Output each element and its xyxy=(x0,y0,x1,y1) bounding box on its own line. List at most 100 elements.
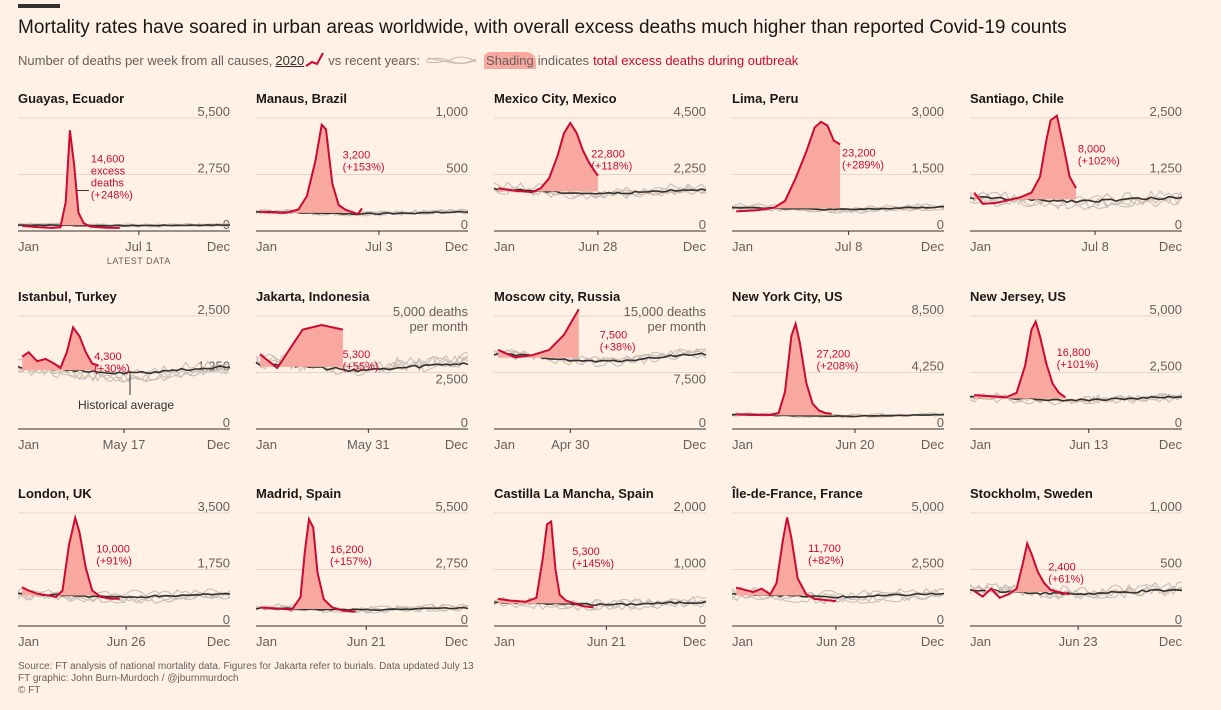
recent-year-line xyxy=(17,589,231,603)
x-tick-label: Jan xyxy=(732,437,753,452)
annotation-line: 23,200 xyxy=(842,148,876,160)
excess-annotation: 23,200 (+289%) xyxy=(842,148,884,172)
historical-average-line xyxy=(17,592,231,599)
chart-subtitle: Number of deaths per week from all cause… xyxy=(18,51,798,69)
chart-panel-8: New York City, US 8,500 4,250 0 27,200 (+208%… xyxy=(731,289,944,452)
annotation-line: excess xyxy=(91,166,126,178)
annotation-line: 7,500 xyxy=(600,330,628,342)
chart-panel-12: Castilla La Mancha, Spain 2,000 1,000 0 5,30… xyxy=(493,486,706,649)
excess-annotation: 2,400 (+61%) xyxy=(1048,561,1084,585)
excess-annotation: 11,700 (+82%) xyxy=(808,543,844,567)
x-tick-label: Dec xyxy=(445,634,469,649)
annotation-line: (+208%) xyxy=(817,360,859,372)
x-tick-label: Jul 3 xyxy=(365,239,392,254)
y-tick-label: 3,000 xyxy=(911,104,944,119)
y-tick-label: 0 xyxy=(461,415,468,430)
y-tick-label: 2,250 xyxy=(673,161,706,176)
x-tick-label: Jan xyxy=(732,634,753,649)
excess-annotation: 16,200 (+157%) xyxy=(330,544,372,568)
annotation-line: 16,200 xyxy=(330,544,364,556)
panel-title: Jakarta, Indonesia xyxy=(256,289,370,304)
annotation-line: (+145%) xyxy=(572,558,614,570)
annotation-line: (+61%) xyxy=(1048,573,1084,585)
annotation-line: (+102%) xyxy=(1078,155,1120,167)
annotation-line: (+91%) xyxy=(96,555,132,567)
x-tick-label: Jan xyxy=(18,634,39,649)
historical-average-note: Historical average xyxy=(78,398,174,412)
excess-deaths-area xyxy=(498,521,594,604)
x-tick-label: Dec xyxy=(207,437,231,452)
panel-title: Castilla La Mancha, Spain xyxy=(494,486,654,501)
chart-panel-13: Île-de-France, France 5,000 2,500 0 11,700 (+… xyxy=(731,486,944,649)
line-2020 xyxy=(260,515,356,613)
historical-average-line xyxy=(17,223,231,227)
annotation-line: 16,800 xyxy=(1057,347,1091,359)
excess-annotation: 3,200 (+153%) xyxy=(343,150,385,174)
excess-annotation: 27,200 (+208%) xyxy=(817,348,859,372)
y-tick-label: 2,500 xyxy=(435,372,468,387)
panel-title: Lima, Peru xyxy=(732,91,799,106)
x-tick-label: Jan xyxy=(494,437,515,452)
footer-graphic: FT graphic: John Burn-Murdoch / @jburnmu… xyxy=(18,673,239,684)
panel-title: Mexico City, Mexico xyxy=(494,91,617,106)
y-tick-label: 7,500 xyxy=(673,372,706,387)
x-tick-label: Jun 20 xyxy=(835,437,874,452)
chart-panel-11: Madrid, Spain 5,500 2,750 0 16,200 (+157%) Jan… xyxy=(255,486,469,649)
historical-average-line xyxy=(493,187,707,195)
excess-deaths-area xyxy=(498,123,598,192)
annotation-line: 2,400 xyxy=(1048,561,1076,573)
panel-title: Istanbul, Turkey xyxy=(18,289,117,304)
annotation-line: (+38%) xyxy=(600,342,636,354)
annotation-line: 27,200 xyxy=(817,348,851,360)
excess-deaths-area xyxy=(736,324,832,416)
panel-title: Santiago, Chile xyxy=(970,91,1064,106)
x-tick-label: Jun 26 xyxy=(107,634,146,649)
x-tick-label: Dec xyxy=(207,634,231,649)
line-2020 xyxy=(497,308,580,359)
excess-deaths-area xyxy=(736,517,836,596)
y-tick-label: 0 xyxy=(937,217,944,232)
x-tick-label: Dec xyxy=(1159,437,1183,452)
y-tick-label: 1,000 xyxy=(435,104,468,119)
panel-title: Manaus, Brazil xyxy=(256,91,347,106)
annotation-line: (+82%) xyxy=(808,555,844,567)
latest-data-label: LATEST DATA xyxy=(107,256,171,266)
x-tick-label: Jan xyxy=(256,634,277,649)
excess-annotation: 4,300 (+30%) xyxy=(94,351,130,375)
annotation-line: 3,200 xyxy=(343,150,371,162)
recent-year-line xyxy=(493,185,707,198)
panel-title: Stockholm, Sweden xyxy=(970,486,1093,501)
subtitle-excess: total excess deaths during outbreak xyxy=(593,52,799,68)
x-tick-label: Jun 21 xyxy=(347,634,386,649)
y-tick-label: 0 xyxy=(699,217,706,232)
x-tick-label: Jun 28 xyxy=(578,239,617,254)
y-tick-label: 1,500 xyxy=(911,161,944,176)
x-tick-label: Jan xyxy=(970,437,991,452)
y-tick-label: 2,500 xyxy=(1149,104,1182,119)
x-tick-label: Jul 8 xyxy=(1081,239,1108,254)
y-tick-label: 5,000 xyxy=(911,499,944,514)
recent-year-line xyxy=(255,603,469,612)
line-2020 xyxy=(259,323,344,370)
x-tick-label: Dec xyxy=(445,239,469,254)
x-tick-label: Jan xyxy=(18,239,39,254)
annotation-line: (+153%) xyxy=(343,162,385,174)
excess-deaths-area xyxy=(260,519,356,609)
annotation-line: (+289%) xyxy=(842,160,884,172)
annotation-line: (+101%) xyxy=(1057,359,1099,371)
x-tick-label: Dec xyxy=(921,239,945,254)
y-tick-label: 500 xyxy=(1160,556,1182,571)
footer: Source: FT analysis of national mortalit… xyxy=(18,661,474,697)
x-tick-label: Dec xyxy=(207,239,231,254)
annotation-line: 8,000 xyxy=(1078,143,1106,155)
excess-deaths-area xyxy=(736,121,841,209)
y-tick-label: 0 xyxy=(699,612,706,627)
subtitle-vs: vs recent years: xyxy=(328,52,421,68)
excess-annotation: 8,000 (+102%) xyxy=(1078,143,1120,167)
x-tick-label: Jun 28 xyxy=(816,634,855,649)
excess-annotation: 22,800 (+118%) xyxy=(591,148,632,172)
historical-average-line xyxy=(969,195,1183,204)
x-tick-label: Jan xyxy=(970,634,991,649)
y-tick-label: 5,000 xyxy=(1149,302,1182,317)
